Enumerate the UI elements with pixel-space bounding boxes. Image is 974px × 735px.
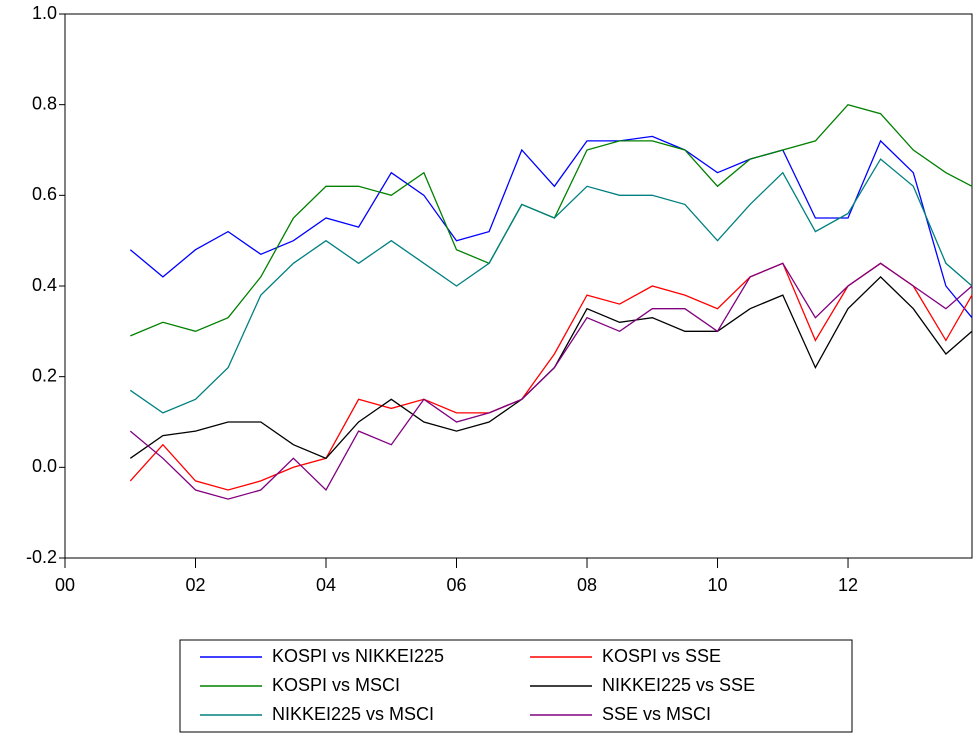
y-tick-label: 0.0 [32,456,57,476]
legend-label: SSE vs MSCI [602,704,711,724]
series-line [129,262,973,500]
series-line [129,135,973,319]
legend-label: KOSPI vs NIKKEI225 [272,646,444,666]
legend-label: NIKKEI225 vs MSCI [272,704,434,724]
y-tick-label: 0.4 [32,275,57,295]
y-tick-label: -0.2 [26,547,57,567]
x-tick-label: 02 [185,575,205,595]
series-line [129,262,973,491]
y-tick-label: 0.8 [32,93,57,113]
plot-frame [64,13,973,559]
x-tick-label: 12 [838,575,858,595]
y-tick-label: 1.0 [32,3,57,23]
x-tick-label: 10 [708,575,728,595]
x-tick-label: 08 [577,575,597,595]
legend-label: KOSPI vs MSCI [272,675,400,695]
x-tick-label: 04 [316,575,336,595]
y-tick-label: 0.6 [32,184,57,204]
legend-label: KOSPI vs SSE [602,646,721,666]
x-tick-label: 06 [446,575,466,595]
legend-box [179,639,853,733]
legend-label: NIKKEI225 vs SSE [602,675,755,695]
x-tick-label: 00 [55,575,75,595]
series-line [130,103,973,337]
y-tick-label: 0.2 [32,365,57,385]
series-line [129,158,973,414]
